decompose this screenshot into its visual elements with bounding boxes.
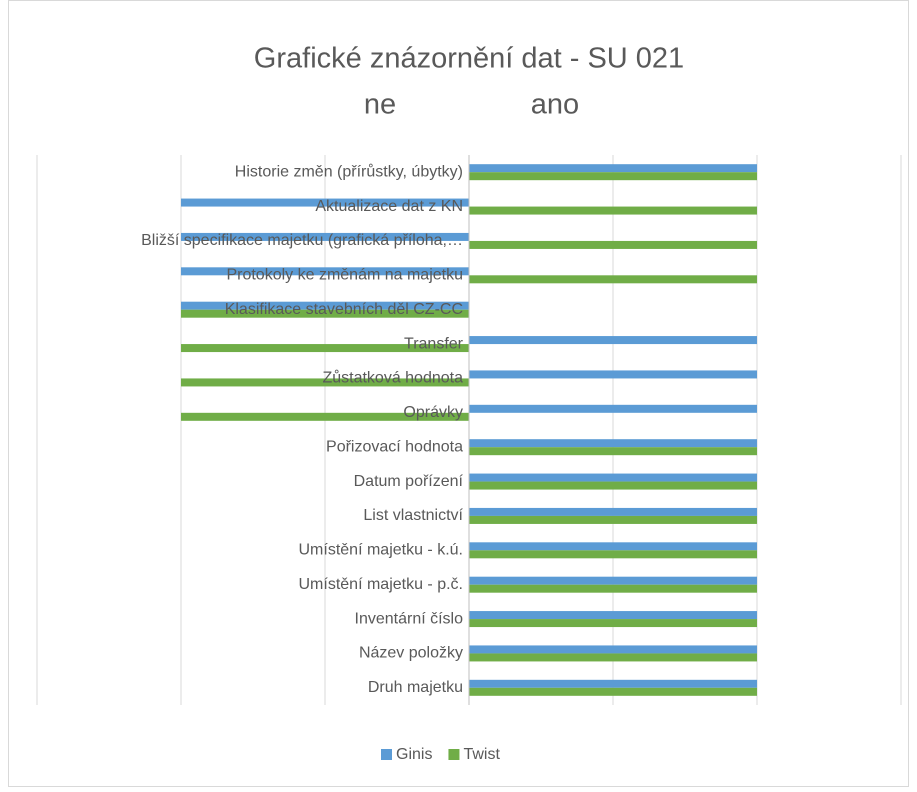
y-tick-label: Historie změn (přírůstky, úbytky) bbox=[235, 162, 463, 180]
bar bbox=[181, 309, 469, 318]
chart-border bbox=[8, 0, 909, 787]
legend-swatch bbox=[448, 749, 460, 760]
bar bbox=[469, 172, 757, 181]
bar bbox=[469, 515, 757, 524]
y-tick-label: Pořizovací hodnota bbox=[326, 438, 463, 455]
bar bbox=[469, 439, 757, 448]
bar bbox=[181, 344, 469, 353]
y-tick-label: Inventární číslo bbox=[355, 610, 464, 627]
legend-label: Ginis bbox=[396, 746, 432, 763]
y-tick-label: Datum pořízení bbox=[354, 473, 464, 490]
y-tick-label: List vlastnictví bbox=[363, 507, 463, 524]
y-tick-label: Oprávky bbox=[403, 404, 463, 421]
bar bbox=[181, 198, 469, 207]
chart-title: Grafické znázornění dat - SU 021 bbox=[254, 43, 684, 75]
y-tick-label: Klasifikace stavebních děl CZ-CC bbox=[225, 301, 463, 318]
y-tick-label: Zůstatková hodnota bbox=[322, 369, 463, 387]
bar bbox=[469, 370, 757, 379]
bar bbox=[469, 611, 757, 620]
y-tick-label: Druh majetku bbox=[368, 679, 463, 696]
bar bbox=[181, 267, 469, 276]
bar bbox=[469, 507, 757, 516]
bar bbox=[469, 645, 757, 654]
bar bbox=[469, 275, 757, 284]
bar bbox=[181, 378, 469, 387]
y-tick-label: Umístění majetku - k.ú. bbox=[299, 542, 464, 559]
bar bbox=[469, 481, 757, 490]
bar bbox=[469, 679, 757, 688]
y-tick-label: Název položky bbox=[359, 645, 463, 662]
y-tick-label: Bližší specifikace majetku (grafická pří… bbox=[141, 232, 463, 249]
bar bbox=[469, 447, 757, 456]
y-tick-label: Aktualizace dat z KN bbox=[315, 198, 463, 215]
bar bbox=[469, 164, 757, 173]
y-tick-label: Transfer bbox=[404, 335, 464, 352]
bar bbox=[469, 240, 757, 249]
bar bbox=[181, 412, 469, 421]
bar bbox=[469, 542, 757, 551]
bar bbox=[469, 550, 757, 559]
y-tick-label: Protokoly ke změnám na majetku bbox=[226, 267, 463, 284]
bar bbox=[469, 653, 757, 662]
bar bbox=[469, 584, 757, 593]
bar bbox=[469, 404, 757, 413]
bar bbox=[469, 687, 757, 696]
subtitle-right: ano bbox=[531, 89, 579, 121]
y-tick-label: Umístění majetku - p.č. bbox=[299, 576, 464, 593]
legend-swatch bbox=[381, 749, 392, 760]
bar bbox=[469, 336, 757, 345]
bar bbox=[181, 232, 469, 241]
bar bbox=[469, 206, 757, 215]
bar bbox=[469, 576, 757, 585]
legend-label: Twist bbox=[463, 746, 500, 763]
subtitle-left: ne bbox=[364, 89, 396, 121]
bar bbox=[469, 619, 757, 628]
bar bbox=[181, 301, 469, 310]
bar bbox=[469, 473, 757, 482]
